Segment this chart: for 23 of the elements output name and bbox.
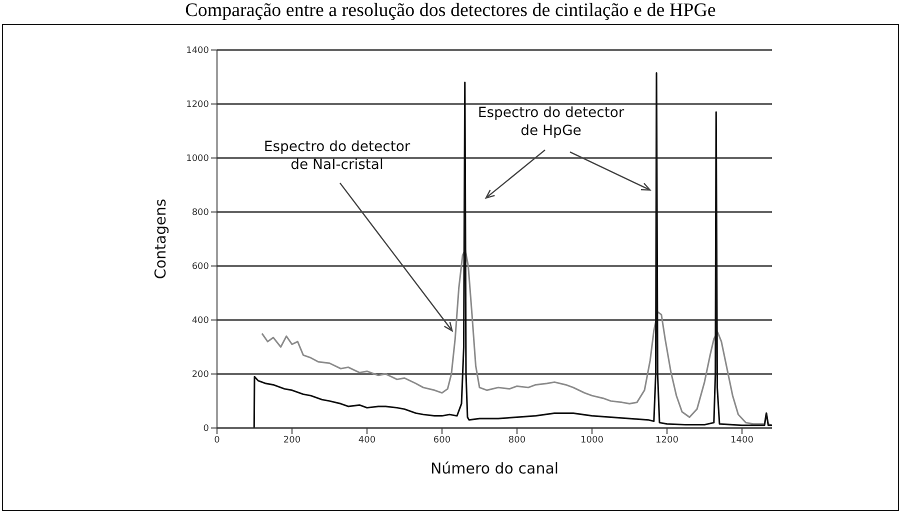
annotation: Espectro do detector de HpGe	[476, 104, 626, 140]
y-tick-label: 0	[203, 424, 210, 434]
line-series	[253, 72, 772, 428]
x-tick-label: 200	[283, 435, 301, 446]
x-tick-label: 400	[358, 435, 376, 446]
x-axis-title: Número do canal	[430, 460, 559, 478]
x-tick-label: 1000	[580, 435, 604, 446]
x-tick-label: 1400	[730, 435, 754, 446]
y-tick-label: 200	[192, 370, 210, 380]
x-tick-label: 0	[214, 435, 220, 446]
y-tick-label: 1200	[186, 100, 210, 110]
annotation: Espectro do detector de NaI-cristal	[262, 138, 412, 174]
y-tick-label: 1000	[186, 154, 210, 164]
y-axis-title: Contagens	[151, 198, 170, 280]
y-tick-label: 800	[192, 208, 210, 218]
x-tick-label: 800	[508, 435, 526, 446]
x-tick-label: 600	[433, 435, 451, 446]
y-tick-label: 400	[192, 316, 210, 326]
line-series	[261, 249, 772, 426]
y-tick-label: 1400	[186, 46, 210, 56]
y-tick-label: 600	[192, 262, 210, 272]
chart-title: Comparação entre a resolução dos detectores de cintilação e de HPGe	[184, 0, 717, 22]
x-tick-label: 1200	[656, 435, 679, 446]
